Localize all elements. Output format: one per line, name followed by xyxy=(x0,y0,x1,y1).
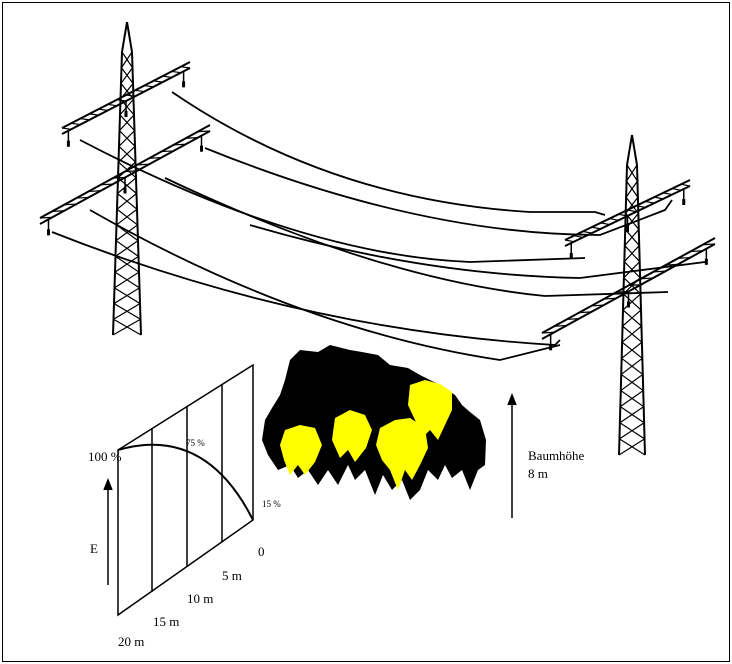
tower-strut xyxy=(703,244,715,245)
distance-label: 10 m xyxy=(187,591,213,606)
tower-strut xyxy=(113,178,125,179)
percent-label: 75 % xyxy=(186,438,205,448)
tower-strut xyxy=(186,138,198,139)
distance-label: 20 m xyxy=(118,634,144,649)
tower-strut xyxy=(101,184,113,185)
distance-label: 5 m xyxy=(222,568,242,583)
tower-strut xyxy=(567,319,579,320)
tower-strut xyxy=(690,251,702,252)
tower-strut xyxy=(554,325,566,326)
tower-strut xyxy=(641,278,653,279)
tower-strut xyxy=(579,312,591,313)
tower-strut xyxy=(76,197,88,198)
percent-label: 100 % xyxy=(88,449,122,464)
tower-strut xyxy=(678,258,690,259)
tower-strut xyxy=(40,217,52,218)
tower-strut xyxy=(653,271,665,272)
tower-strut xyxy=(137,164,149,165)
tower-strut xyxy=(52,211,64,212)
tower-strut xyxy=(125,171,137,172)
tower-strut xyxy=(616,292,628,293)
tower-strut xyxy=(591,305,603,306)
tree-height-label: Baumhöhe xyxy=(528,448,585,463)
axis-label: E xyxy=(90,541,98,556)
distance-label: 0 xyxy=(258,544,265,559)
percent-label: 15 % xyxy=(262,499,281,509)
distance-label: 15 m xyxy=(153,614,179,629)
tower-strut xyxy=(629,285,641,286)
tower-strut xyxy=(89,191,101,192)
tower-strut xyxy=(542,332,554,333)
tower-strut xyxy=(149,158,161,159)
tree-height-value: 8 m xyxy=(528,466,548,481)
tower-strut xyxy=(64,204,76,205)
page: 100 % 75 % 15 % E 0 5 m 10 m 15 m 20 m B… xyxy=(0,0,732,664)
tower-strut xyxy=(161,151,173,152)
tower-strut xyxy=(198,131,210,132)
tower-strut xyxy=(604,298,616,299)
tower-strut xyxy=(174,144,186,145)
diagram: 100 % 75 % 15 % E 0 5 m 10 m 15 m 20 m B… xyxy=(0,0,732,664)
